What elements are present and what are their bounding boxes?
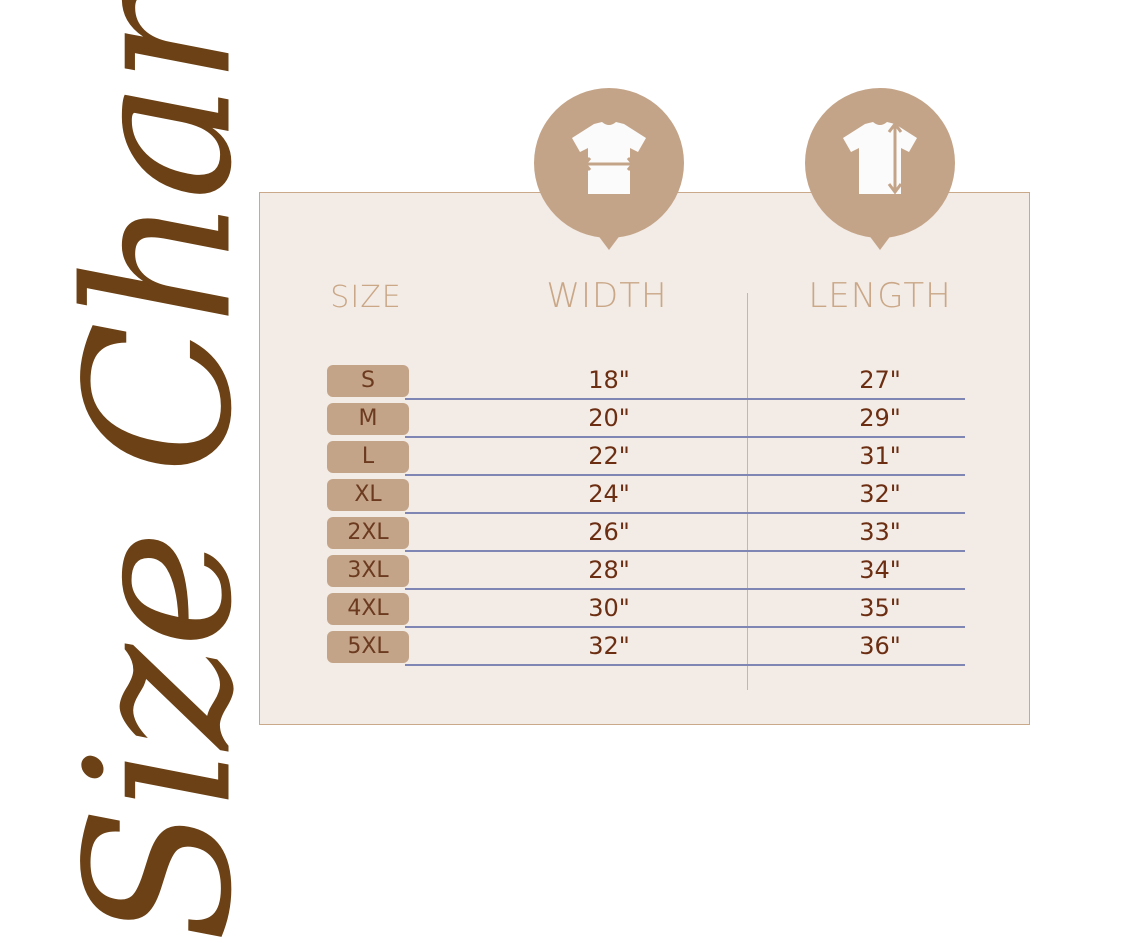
width-value: 26" bbox=[588, 518, 630, 546]
length-value: 35" bbox=[859, 594, 901, 622]
size-label: 4XL bbox=[327, 593, 409, 625]
width-header: WIDTH bbox=[546, 276, 668, 316]
row-rule bbox=[405, 474, 965, 476]
length-value: 34" bbox=[859, 556, 901, 584]
size-label: L bbox=[327, 441, 409, 473]
row-rule bbox=[405, 398, 965, 400]
width-value: 24" bbox=[588, 480, 630, 508]
tshirt-length-icon bbox=[805, 88, 955, 250]
length-header: LENGTH bbox=[808, 276, 952, 316]
size-header: SIZE bbox=[330, 280, 402, 315]
length-value: 32" bbox=[859, 480, 901, 508]
width-value: 32" bbox=[588, 632, 630, 660]
row-rule bbox=[405, 588, 965, 590]
size-label: 3XL bbox=[327, 555, 409, 587]
row-rule bbox=[405, 436, 965, 438]
length-value: 27" bbox=[859, 366, 901, 394]
size-label: 2XL bbox=[327, 517, 409, 549]
row-rule bbox=[405, 626, 965, 628]
width-value: 28" bbox=[588, 556, 630, 584]
size-label: M bbox=[327, 403, 409, 435]
page-title: Size Chart bbox=[43, 0, 277, 943]
width-value: 30" bbox=[588, 594, 630, 622]
size-label: 5XL bbox=[327, 631, 409, 663]
width-value: 22" bbox=[588, 442, 630, 470]
width-value: 18" bbox=[588, 366, 630, 394]
column-divider bbox=[747, 293, 748, 690]
length-value: 36" bbox=[859, 632, 901, 660]
row-rule bbox=[405, 512, 965, 514]
length-value: 33" bbox=[859, 518, 901, 546]
length-value: 29" bbox=[859, 404, 901, 432]
tshirt-width-icon bbox=[534, 88, 684, 250]
size-label: XL bbox=[327, 479, 409, 511]
length-value: 31" bbox=[859, 442, 901, 470]
row-rule bbox=[405, 550, 965, 552]
size-label: S bbox=[327, 365, 409, 397]
width-value: 20" bbox=[588, 404, 630, 432]
row-rule bbox=[405, 664, 965, 666]
